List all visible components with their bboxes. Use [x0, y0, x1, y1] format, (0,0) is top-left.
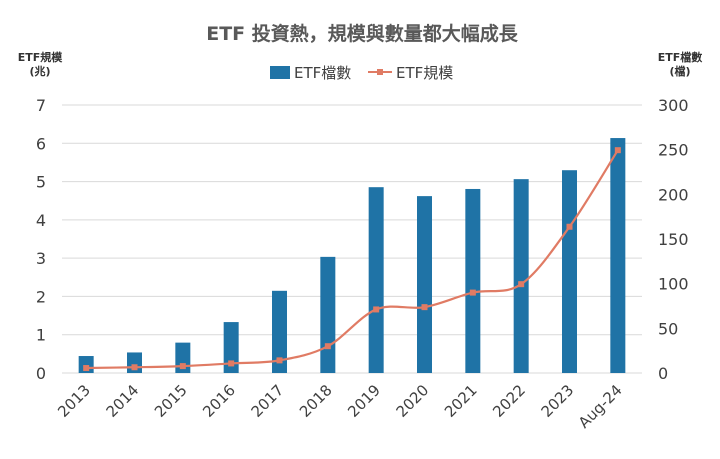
chart-title: ETF 投資熱，規模與數量都大幅成長	[206, 22, 519, 45]
legend: ETF檔數 ETF規模	[270, 64, 453, 82]
line-marker	[276, 357, 283, 364]
x-tick-label: 2016	[199, 381, 239, 421]
left-tick-label: 0	[36, 364, 46, 383]
left-tick-label: 3	[36, 249, 46, 268]
x-tick-label: 2023	[538, 381, 578, 421]
right-axis-title-line2: (檔)	[669, 64, 690, 78]
left-tick-label: 2	[36, 287, 46, 306]
legend-line-marker	[377, 69, 383, 75]
bar	[368, 187, 384, 373]
right-tick-label: 250	[658, 141, 689, 160]
right-tick-label: 150	[658, 230, 689, 249]
x-tick-label: 2020	[393, 381, 433, 421]
x-tick-label: 2018	[296, 381, 336, 421]
right-axis-ticks: 0 50 100 150 200 250 300	[658, 96, 689, 383]
line-marker	[324, 343, 331, 350]
x-tick-label: 2017	[248, 381, 288, 421]
left-tick-label: 6	[36, 134, 46, 153]
left-tick-label: 4	[36, 211, 46, 230]
left-axis-title-line2: (兆)	[29, 64, 50, 78]
gridlines	[62, 104, 642, 374]
bar	[320, 256, 336, 373]
left-axis-ticks: 0 1 2 3 4 5 6 7	[36, 96, 46, 383]
line-marker	[518, 281, 525, 288]
left-tick-label: 7	[36, 96, 46, 115]
line-series	[83, 147, 621, 372]
legend-line-label: ETF規模	[396, 64, 453, 82]
right-tick-label: 100	[658, 275, 689, 294]
bar	[417, 196, 432, 373]
right-tick-label: 0	[658, 364, 668, 383]
bar	[562, 170, 577, 373]
line-marker	[614, 147, 621, 154]
x-tick-label: 2013	[54, 381, 94, 421]
bar-series	[78, 138, 626, 373]
line-marker	[131, 364, 138, 371]
line-marker	[179, 363, 186, 370]
right-tick-label: 50	[658, 319, 678, 338]
left-axis-title-line1: ETF規模	[18, 50, 64, 64]
line-marker	[469, 289, 476, 296]
line-marker	[373, 306, 380, 313]
line-marker	[421, 304, 428, 311]
line-marker	[566, 223, 573, 230]
right-tick-label: 300	[658, 96, 689, 115]
line-path	[86, 149, 619, 370]
left-tick-label: 1	[36, 326, 46, 345]
bar	[513, 179, 529, 373]
left-tick-label: 5	[36, 173, 46, 192]
legend-bar-label: ETF檔數	[294, 64, 351, 82]
x-tick-label: 2019	[344, 381, 384, 421]
line-marker	[228, 360, 235, 367]
bar	[610, 138, 626, 373]
line-marker	[83, 365, 90, 372]
bar	[465, 188, 481, 373]
x-axis-ticks: 2013 2014 2015 2016 2017 2018 2019 2020 2021 2022…	[54, 381, 625, 432]
right-axis-title-line1: ETF檔數	[658, 50, 703, 64]
x-tick-label: 2015	[151, 381, 191, 421]
bar	[223, 322, 239, 373]
legend-bar-swatch	[270, 66, 290, 79]
bar	[272, 290, 287, 373]
x-tick-label: 2014	[103, 381, 143, 421]
x-tick-label: 2022	[489, 381, 529, 421]
right-tick-label: 200	[658, 185, 689, 204]
x-tick-label: Aug-24	[575, 381, 626, 432]
x-tick-label: 2021	[441, 381, 481, 421]
